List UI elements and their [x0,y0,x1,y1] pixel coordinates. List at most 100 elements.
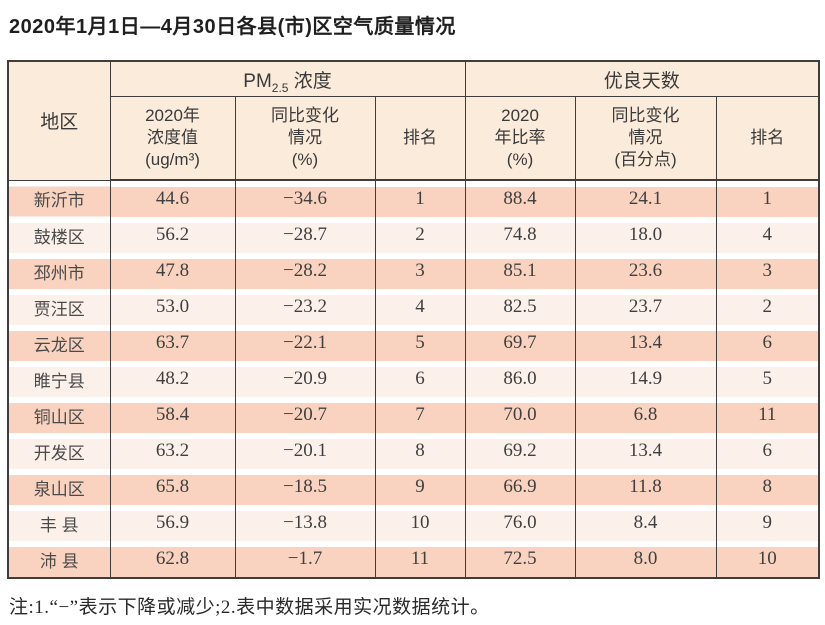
cell-good-change: 23.6 [574,253,717,289]
cell-good-rank: 8 [715,469,820,505]
cell-good-rate: 85.1 [464,253,576,289]
pm-subscript: 2.5 [271,80,289,95]
cell-region: 云龙区 [8,325,110,361]
cell-good-rate: 86.0 [464,361,576,397]
cell-pm-value: 47.8 [109,253,235,289]
cell-pm-value: 53.0 [109,289,235,325]
cell-good-change: 13.4 [574,433,717,469]
header-pm-value: 2020年 浓度值 (ug/m³) [109,96,236,181]
table-row: 鼓楼区 56.2 −28.7 2 74.8 18.0 4 [8,217,820,253]
cell-pm-rank: 4 [374,289,466,325]
cell-pm-rank: 6 [374,361,466,397]
header-group-row: 地区 PM2.5 浓度 优良天数 [7,60,820,181]
cell-good-rate: 72.5 [464,541,576,578]
cell-good-change: 11.8 [574,469,717,505]
cell-region: 新沂市 [8,180,110,217]
table-header: 地区 PM2.5 浓度 优良天数 2020年 浓度值 (ug/m³) 同比变化 … [7,60,820,181]
table-body: 新沂市 44.6 −34.6 1 88.4 24.1 1 鼓楼区 56.2 −28.7 2 74.8 1… [8,180,820,578]
cell-pm-value: 48.2 [109,361,235,397]
cell-good-change: 6.8 [574,397,717,433]
footnote: 注:1.“−”表示下降或减少;2.表中数据采用实况数据统计。 [9,597,490,618]
pm-label: PM [243,70,272,92]
cell-good-rank: 1 [715,180,820,217]
cell-pm-value: 56.9 [109,505,235,541]
cell-good-change: 23.7 [574,289,717,325]
header-good-rank: 排名 [715,96,820,181]
cell-pm-rank: 1 [374,180,466,217]
cell-good-rate: 69.7 [464,325,576,361]
cell-pm-change: −34.6 [234,180,375,217]
table-row: 贾汪区 53.0 −23.2 4 82.5 23.7 2 [8,289,820,325]
cell-pm-change: −28.2 [234,253,375,289]
cell-good-rate: 70.0 [464,397,576,433]
header-good-change: 同比变化 情况 (百分点) [574,96,717,181]
cell-pm-value: 56.2 [109,217,235,253]
cell-pm-rank: 5 [374,325,466,361]
cell-pm-rank: 7 [374,397,466,433]
cell-region: 开发区 [8,433,110,469]
cell-good-rank: 3 [715,253,820,289]
cell-region: 睢宁县 [8,361,110,397]
cell-good-change: 13.4 [574,325,717,361]
cell-pm-change: −23.2 [234,289,375,325]
cell-good-rate: 74.8 [464,217,576,253]
page-title: 2020年1月1日—4月30日各县(市)区空气质量情况 [9,16,456,38]
cell-pm-rank: 9 [374,469,466,505]
header-sub-row: 2020年 浓度值 (ug/m³) 同比变化 情况 (%) 排名 2020 年比… [8,96,820,181]
cell-good-rank: 10 [715,541,820,578]
header-good-days-group: 优良天数 [464,60,820,97]
cell-region: 泉山区 [8,469,110,505]
cell-good-rate: 82.5 [464,289,576,325]
header-pm-change: 同比变化 情况 (%) [234,96,376,181]
table-row: 睢宁县 48.2 −20.9 6 86.0 14.9 5 [8,361,820,397]
cell-good-change: 24.1 [574,180,717,217]
cell-good-rank: 11 [715,397,820,433]
cell-pm-value: 63.2 [109,433,235,469]
cell-good-rank: 6 [715,433,820,469]
cell-pm-value: 62.8 [109,541,235,578]
cell-pm-rank: 10 [374,505,466,541]
table-row: 铜山区 58.4 −20.7 7 70.0 6.8 11 [8,397,820,433]
cell-pm-rank: 3 [374,253,466,289]
cell-good-rate: 66.9 [464,469,576,505]
cell-region: 邳州市 [8,253,110,289]
cell-good-change: 14.9 [574,361,717,397]
cell-good-change: 18.0 [574,217,717,253]
cell-good-change: 8.0 [574,541,717,578]
cell-region: 沛 县 [8,541,110,578]
cell-good-rank: 4 [715,217,820,253]
cell-good-rank: 9 [715,505,820,541]
cell-pm-change: −28.7 [234,217,375,253]
cell-good-rank: 2 [715,289,820,325]
cell-pm-rank: 2 [374,217,466,253]
cell-good-rate: 76.0 [464,505,576,541]
cell-good-rate: 69.2 [464,433,576,469]
cell-pm-change: −1.7 [234,541,375,578]
cell-pm-change: −13.8 [234,505,375,541]
table-row: 开发区 63.2 −20.1 8 69.2 13.4 6 [8,433,820,469]
table-row: 丰 县 56.9 −13.8 10 76.0 8.4 9 [8,505,820,541]
cell-pm-value: 58.4 [109,397,235,433]
header-pm-rank: 排名 [374,96,466,181]
table-row: 云龙区 63.7 −22.1 5 69.7 13.4 6 [8,325,820,361]
air-quality-table: 地区 PM2.5 浓度 优良天数 2020年 浓度值 (ug/m³) 同比变化 … [7,60,821,579]
header-region: 地区 [7,60,111,181]
cell-pm-rank: 11 [374,541,466,578]
cell-pm-value: 65.8 [109,469,235,505]
cell-pm-change: −20.9 [234,361,375,397]
header-good-rate: 2020 年比率 (%) [464,96,576,181]
cell-good-rate: 88.4 [464,180,576,217]
cell-pm-value: 44.6 [109,180,235,217]
cell-good-change: 8.4 [574,505,717,541]
cell-pm-change: −22.1 [234,325,375,361]
table-row: 邳州市 47.8 −28.2 3 85.1 23.6 3 [8,253,820,289]
table-row: 沛 县 62.8 −1.7 11 72.5 8.0 10 [8,541,820,578]
cell-pm-value: 63.7 [109,325,235,361]
cell-good-rank: 6 [715,325,820,361]
header-pm-group: PM2.5 浓度 [109,60,466,97]
cell-region: 贾汪区 [8,289,110,325]
cell-pm-change: −18.5 [234,469,375,505]
cell-pm-rank: 8 [374,433,466,469]
table-row: 新沂市 44.6 −34.6 1 88.4 24.1 1 [8,180,820,217]
